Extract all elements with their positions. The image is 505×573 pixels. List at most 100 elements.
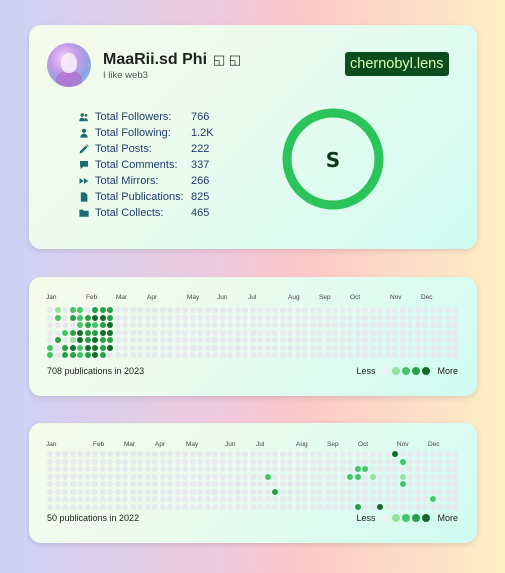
heatmap-day-cell[interactable] [392,337,398,343]
heatmap-day-cell[interactable] [384,307,391,313]
heatmap-day-cell[interactable] [392,322,398,328]
heatmap-day-cell[interactable] [47,466,53,472]
heatmap-day-cell[interactable] [242,352,248,358]
heatmap-day-cell[interactable] [122,344,128,351]
heatmap-day-cell[interactable] [159,496,166,502]
heatmap-day-cell[interactable] [212,481,218,487]
heatmap-day-cell[interactable] [99,307,106,313]
heatmap-day-cell[interactable] [354,451,361,457]
heatmap-day-cell[interactable] [69,322,76,328]
heatmap-day-cell[interactable] [174,466,181,472]
heatmap-day-cell[interactable] [339,352,346,358]
heatmap-day-cell[interactable] [204,503,211,510]
heatmap-day-cell[interactable] [84,337,91,343]
heatmap-day-cell[interactable] [452,488,458,495]
heatmap-day-cell[interactable] [377,466,383,472]
heatmap-day-cell[interactable] [354,458,361,465]
heatmap-day-cell[interactable] [219,329,226,336]
heatmap-day-cell[interactable] [62,322,68,328]
heatmap-day-cell[interactable] [92,473,98,480]
heatmap-day-cell[interactable] [309,458,316,465]
heatmap-day-cell[interactable] [294,337,301,343]
heatmap-day-cell[interactable] [287,466,293,472]
heatmap-day-cell[interactable] [317,307,323,313]
heatmap-day-cell[interactable] [249,344,256,351]
heatmap-day-cell[interactable] [437,488,443,495]
heatmap-day-cell[interactable] [369,307,376,313]
heatmap-day-cell[interactable] [354,481,361,487]
heatmap-day-cell[interactable] [122,496,128,502]
heatmap-day-cell[interactable] [249,329,256,336]
heatmap-day-cell[interactable] [122,329,128,336]
heatmap-day-cell[interactable] [144,307,151,313]
heatmap-day-cell[interactable] [302,322,308,328]
heatmap-day-cell[interactable] [354,352,361,358]
heatmap-day-cell[interactable] [279,458,286,465]
heatmap-day-cell[interactable] [294,451,301,457]
heatmap-day-cell[interactable] [107,344,113,351]
heatmap-day-cell[interactable] [429,307,436,313]
heatmap-day-cell[interactable] [414,496,421,502]
heatmap-day-cell[interactable] [377,488,383,495]
heatmap-day-cell[interactable] [362,352,368,358]
heatmap-day-cell[interactable] [332,314,338,321]
heatmap-day-cell[interactable] [99,337,106,343]
heatmap-day-cell[interactable] [69,458,76,465]
heatmap-day-cell[interactable] [392,314,398,321]
heatmap-day-cell[interactable] [219,307,226,313]
heatmap-day-cell[interactable] [369,344,376,351]
heatmap-day-cell[interactable] [197,329,203,336]
heatmap-day-cell[interactable] [414,488,421,495]
heatmap-day-cell[interactable] [347,352,353,358]
heatmap-day-cell[interactable] [279,488,286,495]
heatmap-day-cell[interactable] [452,352,458,358]
heatmap-day-cell[interactable] [84,481,91,487]
heatmap-day-cell[interactable] [354,337,361,343]
heatmap-day-cell[interactable] [332,307,338,313]
heatmap-day-cell[interactable] [302,481,308,487]
heatmap-day-cell[interactable] [347,496,353,502]
heatmap-day-cell[interactable] [392,466,398,472]
heatmap-day-cell[interactable] [189,466,196,472]
heatmap-day-cell[interactable] [264,503,271,510]
heatmap-day-cell[interactable] [362,503,368,510]
heatmap-day-cell[interactable] [84,307,91,313]
heatmap-day-cell[interactable] [287,307,293,313]
heatmap-day-cell[interactable] [377,329,383,336]
heatmap-day-cell[interactable] [399,307,406,313]
heatmap-day-cell[interactable] [47,352,53,358]
heatmap-day-cell[interactable] [362,314,368,321]
heatmap-day-cell[interactable] [84,496,91,502]
heatmap-day-cell[interactable] [362,451,368,457]
heatmap-day-cell[interactable] [354,344,361,351]
heatmap-day-cell[interactable] [234,458,241,465]
heatmap-day-cell[interactable] [167,337,173,343]
heatmap-day-cell[interactable] [77,329,83,336]
heatmap-day-cell[interactable] [347,307,353,313]
heatmap-day-cell[interactable] [219,458,226,465]
heatmap-day-cell[interactable] [234,488,241,495]
heatmap-day-cell[interactable] [62,503,68,510]
heatmap-day-cell[interactable] [272,466,278,472]
heatmap-day-cell[interactable] [437,481,443,487]
heatmap-day-cell[interactable] [144,488,151,495]
heatmap-day-cell[interactable] [302,496,308,502]
heatmap-day-cell[interactable] [197,473,203,480]
heatmap-day-cell[interactable] [399,496,406,502]
heatmap-day-cell[interactable] [114,344,121,351]
heatmap-day-cell[interactable] [332,503,338,510]
heatmap-day-cell[interactable] [437,307,443,313]
heatmap-day-cell[interactable] [114,314,121,321]
heatmap-day-cell[interactable] [422,451,428,457]
heatmap-day-cell[interactable] [452,337,458,343]
heatmap-day-cell[interactable] [47,344,53,351]
heatmap-day-cell[interactable] [114,337,121,343]
heatmap-day-cell[interactable] [62,307,68,313]
heatmap-day-cell[interactable] [204,322,211,328]
heatmap-day-cell[interactable] [152,329,158,336]
heatmap-day-cell[interactable] [167,458,173,465]
heatmap-day-cell[interactable] [369,337,376,343]
heatmap-day-cell[interactable] [69,481,76,487]
heatmap-day-cell[interactable] [279,451,286,457]
heatmap-day-cell[interactable] [92,314,98,321]
